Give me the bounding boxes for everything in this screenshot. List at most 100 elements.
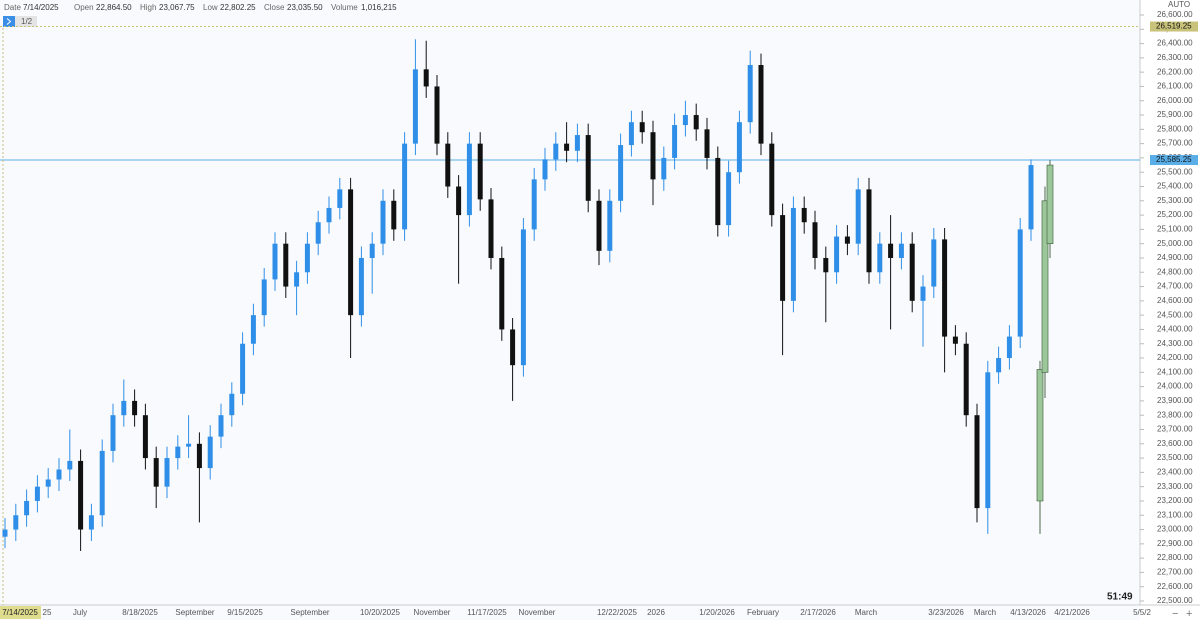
- candle-body: [834, 236, 840, 273]
- candle-body: [693, 115, 699, 130]
- header-value: 7/14/2025: [23, 3, 59, 12]
- x-tick-label: 12/22/2025: [597, 608, 638, 617]
- candle-body: [250, 315, 256, 344]
- candle-body: [952, 336, 958, 344]
- page-button[interactable]: [15, 16, 37, 27]
- zoom-in[interactable]: +: [1186, 608, 1192, 620]
- candle-body: [358, 257, 364, 316]
- y-tick-label: 25,900.00: [1157, 110, 1193, 119]
- y-tick-label: 25,400.00: [1157, 182, 1193, 191]
- header-value: 23,035.50: [287, 3, 323, 12]
- y-tick-label: 23,700.00: [1157, 425, 1193, 434]
- candle-body: [672, 125, 678, 158]
- candle-body: [931, 239, 937, 287]
- y-tick-label: 23,200.00: [1157, 496, 1193, 505]
- date-label-bg: [0, 606, 41, 619]
- candle-body: [790, 207, 796, 301]
- candle-body: [369, 243, 375, 258]
- candle-body: [110, 415, 116, 451]
- candle-body: [758, 65, 764, 144]
- candle-body: [1028, 165, 1034, 230]
- candle-body: [823, 257, 829, 273]
- candle-body: [844, 236, 850, 244]
- header-value: 1,016,215: [361, 3, 397, 12]
- y-tick-label: 26,200.00: [1157, 67, 1193, 76]
- plot-bg: [0, 0, 1140, 620]
- x-tick-label: November: [414, 608, 451, 617]
- header-value: 22,864.50: [96, 3, 132, 12]
- candle-body: [747, 65, 753, 123]
- candle-body: [78, 460, 84, 530]
- candle-body: [618, 145, 624, 201]
- candle-body: [132, 400, 138, 416]
- candle-body: [888, 243, 894, 258]
- y-tick-label: 23,900.00: [1157, 396, 1193, 405]
- candle-body: [67, 460, 73, 470]
- candle-body: [780, 215, 786, 301]
- price-label: 26,519.25: [1156, 22, 1192, 31]
- candle-body: [315, 222, 321, 244]
- x-tick-label: 5/5/2: [1133, 608, 1151, 617]
- y-tick-label: 23,000.00: [1157, 525, 1193, 534]
- y-tick-label: 22,500.00: [1157, 596, 1193, 605]
- x-tick-label: 2/17/2026: [800, 608, 836, 617]
- candle-body: [996, 358, 1002, 373]
- candle-body: [283, 243, 289, 287]
- x-tick-label: 10/20/2025: [360, 608, 401, 617]
- y-tick-label: 22,800.00: [1157, 553, 1193, 562]
- candle-body: [402, 143, 408, 230]
- y-tick-label: 25,300.00: [1157, 196, 1193, 205]
- candle-body: [769, 143, 775, 216]
- candle-body: [564, 143, 570, 151]
- zoom-out[interactable]: −: [1172, 608, 1178, 620]
- candle-body: [229, 393, 235, 416]
- candle-body: [434, 86, 440, 144]
- y-tick-label: 25,800.00: [1157, 124, 1193, 133]
- candle-body: [607, 200, 613, 251]
- header-label: Open: [74, 3, 94, 12]
- candle-body: [121, 400, 127, 416]
- price-label-bg: [1150, 21, 1198, 32]
- y-tick-label: 22,700.00: [1157, 568, 1193, 577]
- price-label: 25,585.25: [1156, 155, 1192, 164]
- page-label: 1/2: [21, 17, 33, 26]
- candle-body: [628, 122, 634, 146]
- candle-body: [726, 172, 732, 226]
- candle-body: [445, 143, 451, 187]
- candle-body: [877, 243, 883, 273]
- y-tick-label: 23,400.00: [1157, 467, 1193, 476]
- candle-body: [294, 272, 300, 287]
- y-tick-label: 25,500.00: [1157, 167, 1193, 176]
- candle-body: [661, 157, 667, 180]
- expand-button[interactable]: [3, 16, 15, 27]
- header-value: 22,802.25: [220, 3, 256, 12]
- x-tick-label: 4/13/2026: [1010, 608, 1046, 617]
- candle-body: [304, 243, 310, 273]
- candle-body: [974, 415, 980, 509]
- candle-body: [186, 443, 192, 447]
- candle-body: [510, 329, 516, 366]
- candle-body: [963, 343, 969, 416]
- candle-body: [866, 189, 872, 273]
- candle-body: [175, 446, 181, 459]
- y-tick-label: 22,600.00: [1157, 582, 1193, 591]
- y-tick-label: 24,000.00: [1157, 382, 1193, 391]
- y-tick-label: 24,500.00: [1157, 310, 1193, 319]
- candle-body: [715, 157, 721, 226]
- y-tick-label: 24,100.00: [1157, 367, 1193, 376]
- y-tick-label: 23,800.00: [1157, 410, 1193, 419]
- candle-body: [1006, 336, 1012, 359]
- y-tick-label: 23,300.00: [1157, 482, 1193, 491]
- candle-body: [423, 69, 429, 87]
- candle-body: [456, 186, 462, 216]
- y-tick-label: 24,600.00: [1157, 296, 1193, 305]
- candle-body: [812, 222, 818, 258]
- candle-body: [531, 179, 537, 230]
- candle-body: [272, 243, 278, 280]
- chevron: [6, 18, 12, 25]
- y-tick-label: 24,900.00: [1157, 253, 1193, 262]
- header: Date 7/14/2025 Open 22,864.50 High 23,067.75 L…: [4, 3, 397, 12]
- candle-body: [218, 415, 224, 437]
- y-tick-label: 23,600.00: [1157, 439, 1193, 448]
- x-tick-label: March: [855, 608, 877, 617]
